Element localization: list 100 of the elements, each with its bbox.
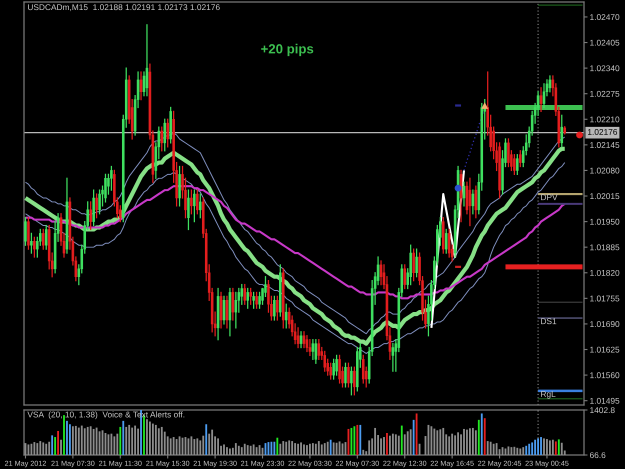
y-tick-label: 66.6 <box>590 452 606 458</box>
candlestick <box>284 304 288 328</box>
candlestick <box>472 189 474 214</box>
y-tick-label: 1.01625 <box>590 346 620 353</box>
candlestick <box>338 354 341 384</box>
candlestick <box>318 339 320 360</box>
candlestick <box>548 75 552 92</box>
candlestick <box>226 296 228 328</box>
candlestick <box>104 174 107 203</box>
candlestick <box>276 296 279 321</box>
candlestick <box>306 335 308 352</box>
candlestick <box>166 118 169 148</box>
candlestick <box>444 228 448 254</box>
candlestick <box>264 276 267 298</box>
candlestick <box>140 71 142 100</box>
candlestick <box>24 217 27 246</box>
candlestick <box>314 339 318 364</box>
y-tick-label: 1.01885 <box>590 244 620 250</box>
candlestick <box>516 154 519 175</box>
candlestick <box>329 362 332 380</box>
candlestick <box>92 189 95 226</box>
y-tick-label: 1.01495 <box>590 398 620 404</box>
candlestick <box>507 138 510 168</box>
candlestick <box>178 166 181 206</box>
y-tick-label: 1.01560 <box>590 372 620 378</box>
candlestick <box>362 354 365 384</box>
point <box>481 102 488 109</box>
candlestick <box>255 292 258 309</box>
y-tick-label: 1.01690 <box>590 321 620 328</box>
candlestick <box>187 189 190 230</box>
candlestick <box>323 350 326 372</box>
y-tick-label: 1.02470 <box>590 14 620 20</box>
candlestick <box>33 236 36 258</box>
point <box>576 132 583 138</box>
y-tick-label: 1.01755 <box>590 296 620 302</box>
candlestick <box>300 331 302 348</box>
candlestick <box>249 288 252 305</box>
candlestick <box>347 362 350 388</box>
y-tick-label: 1.02275 <box>590 90 620 97</box>
candlestick <box>353 366 356 396</box>
candlestick <box>462 182 466 206</box>
candlestick <box>560 114 564 148</box>
candlestick <box>302 331 306 348</box>
candlestick <box>232 288 234 321</box>
y-tick-label: 1402.8 <box>590 407 615 414</box>
candlestick <box>335 354 338 376</box>
y-tick-label: 1.01950 <box>590 218 620 225</box>
candlestick <box>89 201 92 230</box>
line-series <box>430 169 466 329</box>
ref-line-label: 1.02176 <box>588 128 618 135</box>
candlestick <box>190 189 193 214</box>
y-tick-label: 1.01820 <box>590 270 620 276</box>
candlestick <box>30 232 33 254</box>
candlestick <box>110 166 113 191</box>
candlestick <box>460 170 462 222</box>
candlestick <box>163 118 166 152</box>
candlestick <box>409 244 412 286</box>
candlestick <box>246 288 249 309</box>
candlestick <box>542 83 546 108</box>
candlestick <box>146 24 148 96</box>
candlestick <box>252 292 255 309</box>
y-tick-label: 1.02340 <box>590 65 620 72</box>
candlestick <box>448 228 450 258</box>
candlestick <box>312 339 314 360</box>
candlestick <box>540 87 542 112</box>
candlestick <box>296 327 300 348</box>
candlestick <box>412 248 415 282</box>
candlestick <box>468 178 472 226</box>
candlestick <box>344 362 347 388</box>
candlestick <box>350 366 353 396</box>
candlestick <box>403 264 406 290</box>
series-label: RgL <box>541 391 556 399</box>
annotation: +20 pips <box>261 44 314 56</box>
candlestick <box>193 189 196 222</box>
series-label: DPV <box>541 194 558 200</box>
candlestick <box>95 193 98 218</box>
y-tick-label: 1.02015 <box>590 193 620 200</box>
y-tick-label: 1.02145 <box>590 142 620 148</box>
candlestick <box>308 339 312 356</box>
candlestick <box>519 150 522 168</box>
candlestick <box>392 342 394 372</box>
candlestick <box>196 189 199 214</box>
point <box>454 184 462 192</box>
candlestick <box>199 193 202 218</box>
candlestick <box>380 260 382 286</box>
candlestick <box>234 292 238 328</box>
y-tick-label: 1.02210 <box>590 116 620 122</box>
candlestick <box>415 248 418 278</box>
candlestick <box>98 189 101 214</box>
y-tick-label: 1.02405 <box>590 40 620 46</box>
candlestick <box>42 228 45 250</box>
candlestick <box>258 292 261 309</box>
y-tick-label: 1.02080 <box>590 168 620 174</box>
candlestick <box>222 296 226 325</box>
candlestick <box>243 284 246 305</box>
candlestick <box>332 358 335 380</box>
chart-title: USDCADm,M15 1.02188 1.02191 1.02173 1.02176 <box>28 4 220 12</box>
candlestick <box>27 217 30 250</box>
candlestick <box>160 126 164 152</box>
candlestick <box>513 154 516 175</box>
